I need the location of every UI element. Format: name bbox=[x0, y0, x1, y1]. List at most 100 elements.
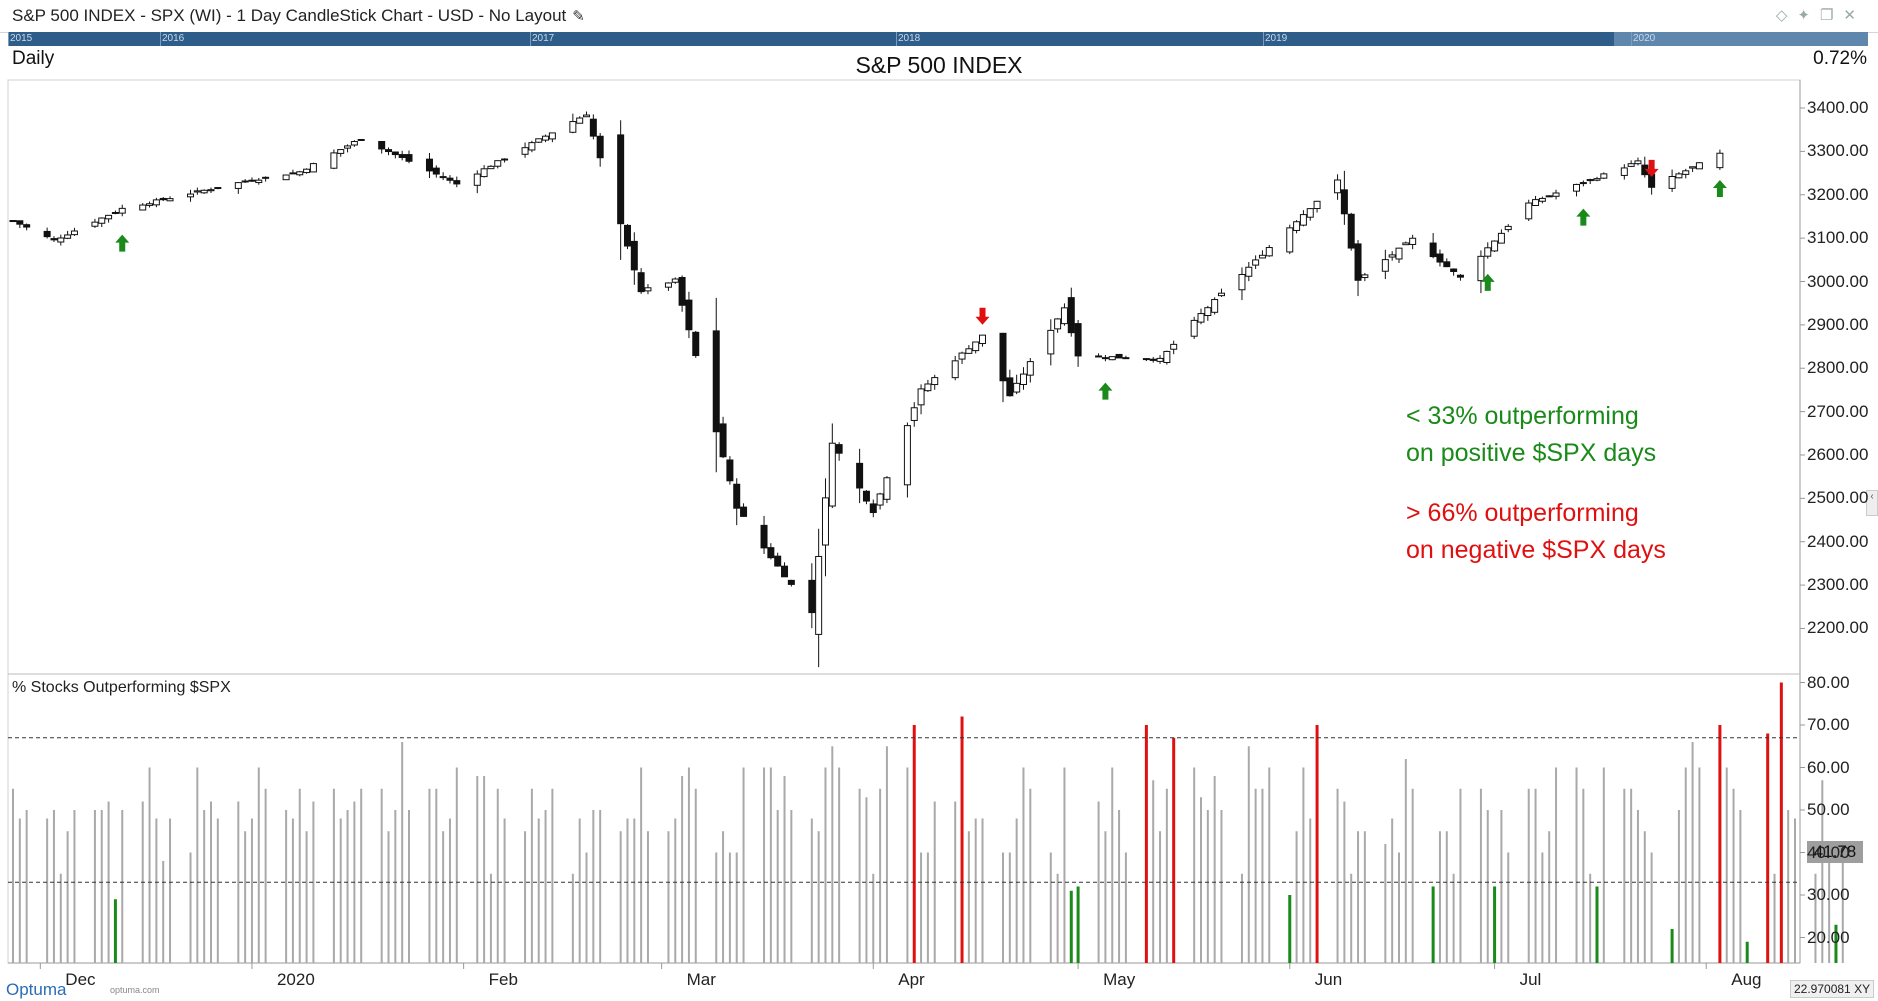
candle-body bbox=[726, 459, 734, 482]
candle-body bbox=[856, 462, 864, 489]
candle-body bbox=[234, 182, 242, 189]
indicator-tick-label: 50.00 bbox=[1807, 800, 1850, 819]
candle-body bbox=[1245, 266, 1253, 277]
candle-body bbox=[1484, 247, 1492, 257]
candle-body bbox=[391, 151, 399, 156]
candle-body bbox=[1115, 353, 1123, 359]
candle-body bbox=[630, 240, 638, 271]
candle-body bbox=[596, 135, 604, 159]
candle-body bbox=[166, 198, 174, 202]
candle-body bbox=[1334, 179, 1342, 194]
candle-body bbox=[1101, 357, 1109, 360]
candle-body bbox=[439, 176, 447, 179]
candle-body bbox=[1306, 208, 1314, 218]
candle-body bbox=[501, 158, 509, 161]
month-label: Mar bbox=[686, 970, 716, 989]
candle-body bbox=[1074, 323, 1082, 357]
candle-body bbox=[1340, 189, 1348, 215]
candle-body bbox=[1293, 221, 1301, 231]
candle-body bbox=[344, 145, 352, 149]
candle-body bbox=[774, 555, 782, 567]
candle-body bbox=[644, 287, 652, 292]
candle-body bbox=[1675, 173, 1683, 179]
navigator-selection[interactable] bbox=[1614, 32, 1868, 46]
price-tick-label: 2400.00 bbox=[1807, 531, 1869, 551]
candle-body bbox=[1211, 299, 1219, 313]
candle-body bbox=[1627, 163, 1635, 167]
window-title: S&P 500 INDEX - SPX (WI) - 1 Day CandleS… bbox=[12, 6, 585, 26]
candle-body bbox=[903, 425, 911, 486]
candle-body bbox=[1299, 214, 1307, 226]
restore-icon[interactable]: ❐ bbox=[1819, 7, 1844, 24]
candle-body bbox=[1388, 254, 1396, 258]
candle-body bbox=[16, 220, 24, 225]
candle-body bbox=[1204, 307, 1212, 317]
candle-body bbox=[118, 207, 126, 214]
candle-body bbox=[1668, 175, 1676, 189]
candle-body bbox=[1013, 382, 1021, 393]
candle-body bbox=[50, 238, 58, 241]
annotation-green: < 33% outperforming on positive $SPX day… bbox=[1406, 398, 1656, 472]
candle-body bbox=[808, 579, 816, 614]
candle-body bbox=[296, 171, 304, 176]
candle-body bbox=[1579, 182, 1587, 185]
navigator-year: 2020 bbox=[1633, 33, 1656, 44]
price-tick-label: 3100.00 bbox=[1807, 228, 1869, 248]
candle-body bbox=[1395, 247, 1403, 260]
candle-body bbox=[1525, 202, 1533, 220]
candle-body bbox=[1190, 319, 1198, 337]
candle-body bbox=[1019, 373, 1027, 386]
window-controls: ◇✦❐✕ bbox=[1776, 6, 1866, 24]
candle-body bbox=[70, 230, 78, 236]
candle-body bbox=[105, 214, 113, 220]
candle-body bbox=[432, 167, 440, 175]
candle-body bbox=[828, 442, 836, 507]
indicator-label: % Stocks Outperforming $SPX bbox=[12, 679, 231, 696]
candle-body bbox=[1238, 273, 1246, 291]
candle-body bbox=[193, 190, 201, 193]
candle-body bbox=[494, 160, 502, 167]
candle-body bbox=[1047, 329, 1055, 355]
candle-body bbox=[917, 388, 925, 406]
candle-body bbox=[1067, 297, 1075, 334]
candle-body bbox=[767, 547, 775, 559]
pin-icon[interactable]: ✦ bbox=[1797, 7, 1820, 24]
indicator-tick-label: 70.00 bbox=[1807, 715, 1850, 734]
price-tick-label: 2900.00 bbox=[1807, 314, 1869, 334]
month-label: Jul bbox=[1519, 970, 1542, 989]
date-navigator[interactable]: 2015 2016 2017 2018 2019 2020 bbox=[8, 32, 1868, 46]
candle-body bbox=[583, 114, 591, 118]
candle-body bbox=[57, 237, 65, 243]
candle-body bbox=[248, 179, 256, 182]
candle-body bbox=[958, 352, 966, 360]
up-arrow-icon bbox=[1576, 208, 1591, 226]
pencil-icon[interactable]: ✎ bbox=[572, 8, 585, 25]
price-tick-label: 3000.00 bbox=[1807, 271, 1869, 291]
candle-body bbox=[528, 142, 536, 151]
candle-body bbox=[1142, 358, 1150, 361]
navigator-tick bbox=[1631, 32, 1632, 46]
candle-body bbox=[719, 423, 727, 458]
candle-body bbox=[98, 217, 106, 224]
navigator-year: 2019 bbox=[1265, 33, 1288, 44]
month-label: Apr bbox=[898, 970, 925, 989]
navigator-tick bbox=[8, 32, 9, 46]
navigator-tick bbox=[896, 32, 897, 46]
candle-body bbox=[781, 565, 789, 578]
price-tick-label: 2800.00 bbox=[1807, 358, 1869, 378]
candle-body bbox=[685, 299, 693, 331]
price-tick-label: 3200.00 bbox=[1807, 184, 1869, 204]
candle-body bbox=[1429, 242, 1437, 258]
candle-body bbox=[139, 204, 147, 211]
candle-body bbox=[1689, 166, 1697, 169]
annotation-red-line2: on negative $SPX days bbox=[1406, 536, 1666, 564]
change-percent: 0.72% bbox=[1813, 48, 1867, 69]
optuma-site: optuma.com bbox=[110, 985, 160, 995]
candle-body bbox=[637, 272, 645, 293]
candle-body bbox=[303, 168, 311, 174]
candle-body bbox=[159, 197, 167, 201]
close-icon[interactable]: ✕ bbox=[1843, 7, 1866, 24]
diamond-icon[interactable]: ◇ bbox=[1775, 7, 1798, 24]
candle-body bbox=[1695, 162, 1703, 170]
